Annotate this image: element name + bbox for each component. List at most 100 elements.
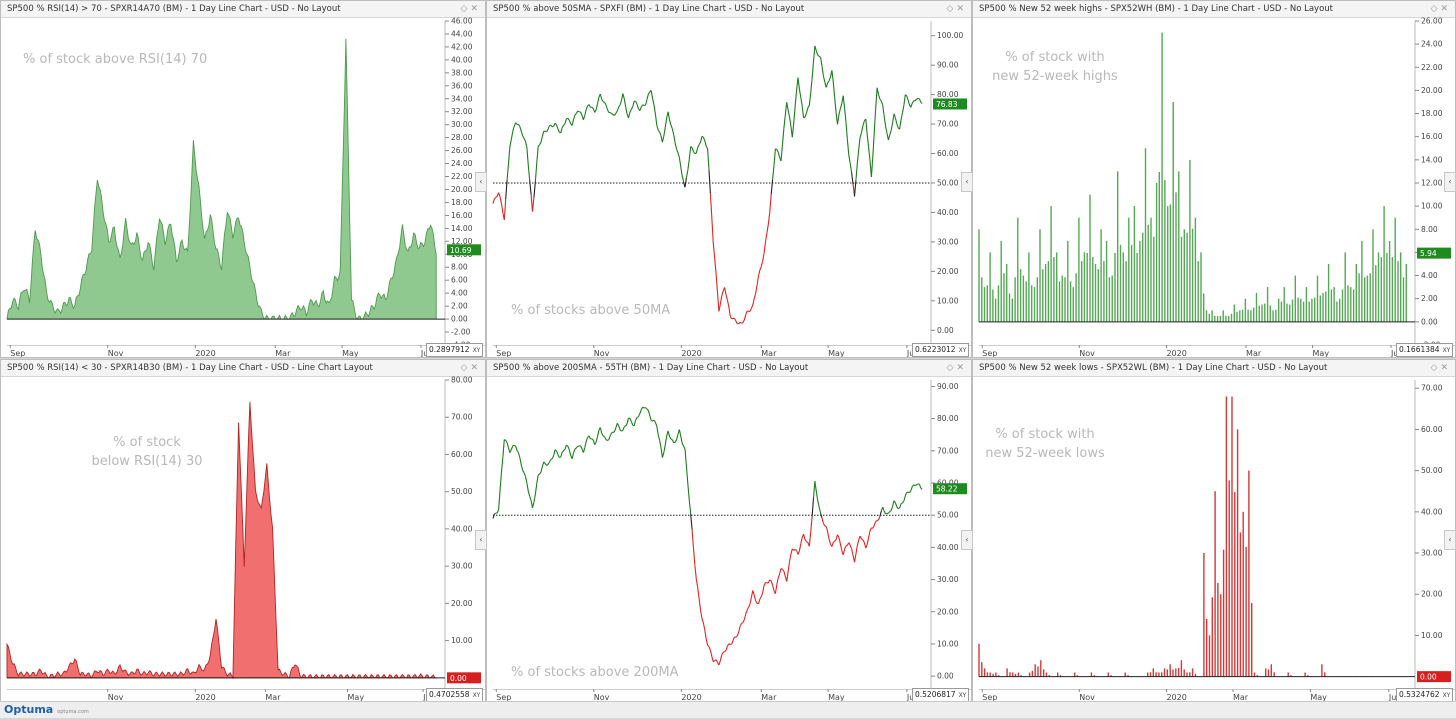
collapse-mid-handle-2[interactable]: ‹ (961, 530, 973, 550)
xy-toggle[interactable]: XY (473, 347, 481, 354)
y-tick-label: 0.00 (937, 326, 954, 335)
series-segment (719, 661, 720, 665)
collapse-left-handle[interactable]: ‹ (475, 172, 487, 192)
series-segment (788, 110, 789, 117)
xy-toggle[interactable]: XY (959, 692, 967, 699)
chart-annotation: % of stocks above 200MA (511, 665, 679, 680)
series-segment (578, 111, 579, 112)
series-segment (838, 115, 839, 124)
bar (1265, 668, 1266, 676)
xy-toggle[interactable]: XY (473, 692, 481, 699)
series-segment (886, 126, 887, 133)
panel-window-controls[interactable]: ◇✕ (461, 360, 481, 376)
series-segment (647, 94, 648, 99)
bar (1074, 673, 1075, 677)
series-segment (551, 125, 552, 127)
bar (1209, 635, 1210, 676)
series-segment (665, 118, 666, 127)
collapse-left-handle-2[interactable]: ‹ (475, 530, 487, 550)
series-segment (664, 127, 666, 136)
series-segment (823, 76, 824, 83)
series-segment (888, 512, 889, 514)
bar (1321, 664, 1322, 676)
series-segment (709, 170, 710, 193)
panel-window-controls[interactable]: ◇✕ (947, 360, 967, 376)
series-segment (712, 657, 713, 662)
xy-toggle[interactable]: XY (959, 347, 967, 354)
panel-window-controls[interactable]: ◇✕ (461, 1, 481, 17)
series-segment (682, 443, 683, 446)
bar (1195, 218, 1196, 322)
series-segment (801, 537, 802, 544)
bar (1288, 673, 1289, 677)
bar (1200, 252, 1201, 321)
series-segment (647, 409, 648, 410)
y-tick-label: 20.00 (451, 185, 473, 194)
bar (1014, 277, 1015, 322)
series-segment (727, 300, 728, 307)
xy-toggle[interactable]: XY (1443, 692, 1451, 699)
series-segment (619, 105, 620, 107)
series-segment (555, 123, 556, 125)
series-segment (692, 148, 693, 152)
collapse-right-handle[interactable]: ‹ (1444, 172, 1456, 192)
series-segment (586, 437, 587, 441)
series-segment (535, 483, 536, 494)
series-segment (805, 113, 807, 117)
bar (1253, 308, 1254, 322)
chart-annotation: new 52-week lows (985, 446, 1105, 461)
series-segment (821, 513, 822, 518)
y-tick-label: 26.00 (451, 146, 473, 155)
bar (981, 277, 982, 322)
y-tick-label: 10.00 (1421, 631, 1443, 640)
series-segment (747, 311, 748, 312)
collapse-right-handle-2[interactable]: ‹ (1444, 530, 1456, 550)
series-segment (759, 270, 760, 276)
xy-toggle[interactable]: XY (1443, 347, 1451, 354)
series-segment (510, 139, 512, 147)
series-segment (876, 88, 878, 110)
series-segment (654, 420, 655, 422)
series-segment (814, 46, 815, 62)
series-segment (775, 149, 776, 150)
series-segment (696, 147, 697, 153)
series-segment (605, 437, 607, 440)
bar (1039, 229, 1040, 322)
series-segment (614, 114, 615, 116)
chart-annotation: % of stocks above 50MA (511, 303, 670, 318)
series-segment (886, 513, 887, 514)
x-tick-label: May (342, 349, 359, 358)
series-segment (660, 132, 661, 136)
series-segment (558, 129, 559, 132)
collapse-mid-handle[interactable]: ‹ (961, 172, 973, 192)
panel-window-controls[interactable]: ◇✕ (947, 1, 967, 17)
bar (1100, 229, 1101, 322)
bar (1064, 277, 1065, 322)
series-segment (917, 98, 918, 99)
series-segment (890, 130, 891, 135)
bar (1159, 172, 1160, 322)
series-segment (564, 449, 565, 450)
series-segment (699, 142, 701, 145)
series-segment (612, 114, 613, 115)
series-segment (883, 507, 884, 511)
panel-window-controls[interactable]: ◇✕ (1431, 1, 1451, 17)
bar (1125, 261, 1126, 322)
series-segment (524, 473, 525, 477)
series-segment (510, 449, 512, 452)
panel-window-controls[interactable]: ◇✕ (1431, 360, 1451, 376)
series-segment (646, 100, 647, 106)
series-segment (523, 470, 524, 473)
bar (1303, 302, 1304, 322)
series-segment (710, 193, 712, 219)
series-segment (506, 440, 507, 442)
bar (1181, 660, 1182, 677)
series-segment (716, 660, 717, 663)
